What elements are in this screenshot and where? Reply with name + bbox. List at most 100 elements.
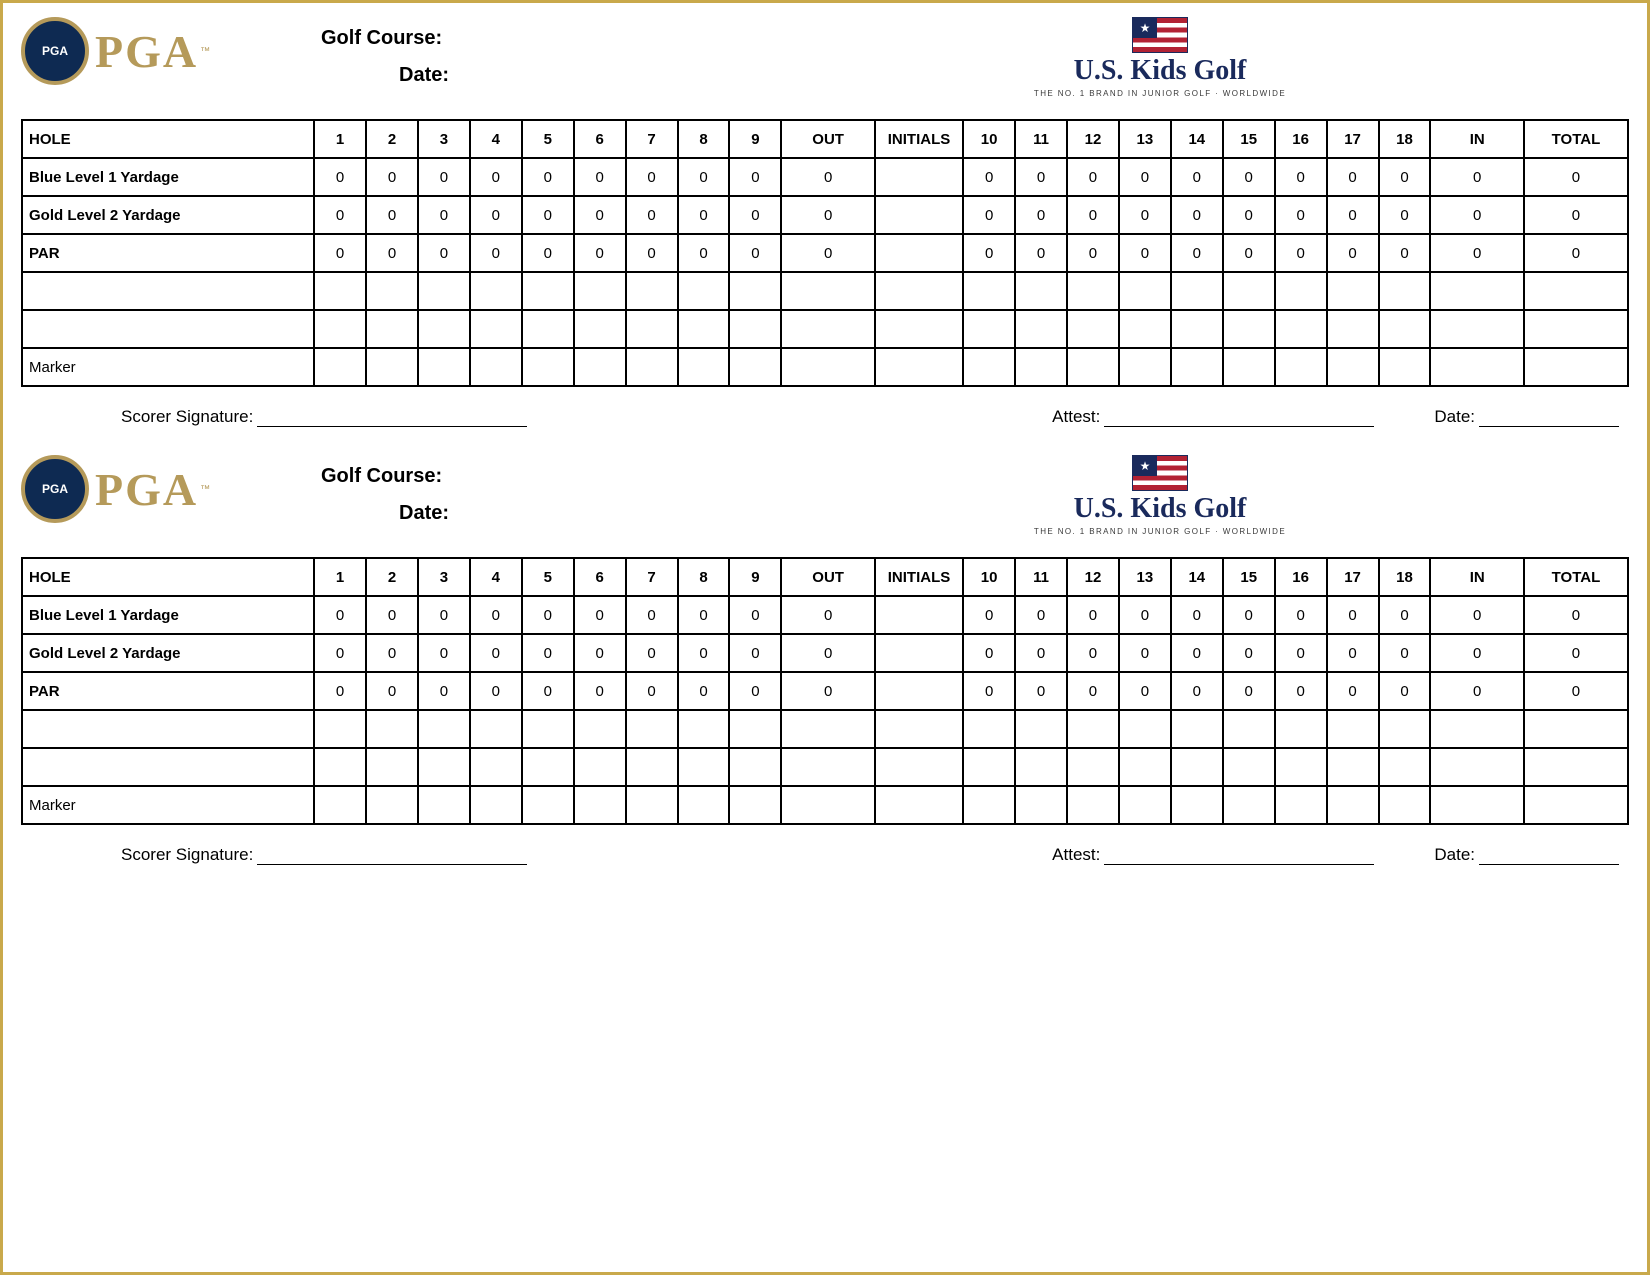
cell <box>1119 348 1171 386</box>
cell: 0 <box>1067 234 1119 272</box>
cell: 0 <box>678 634 730 672</box>
cell: 0 <box>522 158 574 196</box>
cell-in: 0 <box>1430 158 1523 196</box>
col-initials: INITIALS <box>875 120 963 158</box>
cell-in: 0 <box>1430 234 1523 272</box>
attest: Attest: <box>1052 407 1374 427</box>
cell <box>1015 786 1067 824</box>
sig-line <box>1479 847 1619 865</box>
row-marker-label: Marker <box>22 786 314 824</box>
cell: 0 <box>626 672 678 710</box>
row-blank-label <box>22 310 314 348</box>
cell-initials <box>875 634 963 672</box>
cell-out: 0 <box>781 234 874 272</box>
cell: 0 <box>1379 196 1431 234</box>
cell <box>314 786 366 824</box>
cell: 0 <box>963 596 1015 634</box>
cell-initials <box>875 672 963 710</box>
cell-out: 0 <box>781 196 874 234</box>
cell <box>314 348 366 386</box>
uskids-logo: U.S. Kids Golf THE NO. 1 BRAND IN JUNIOR… <box>691 455 1629 536</box>
cell-initials <box>875 234 963 272</box>
cell: 0 <box>729 596 781 634</box>
cell: 0 <box>729 158 781 196</box>
col-4: 4 <box>470 120 522 158</box>
row-par: PAR 000000000 0 000000000 00 <box>22 672 1628 710</box>
pga-logo: PGA PGA ™ <box>21 17 321 85</box>
cell: 0 <box>626 234 678 272</box>
cell <box>1223 348 1275 386</box>
cell <box>1015 272 1067 310</box>
cell: 0 <box>470 596 522 634</box>
cell <box>1275 272 1327 310</box>
cell <box>418 786 470 824</box>
cell: 0 <box>470 158 522 196</box>
cell <box>418 710 470 748</box>
signature-row: Scorer Signature: Attest: Date: <box>21 407 1629 427</box>
cell <box>781 348 874 386</box>
cell: 0 <box>366 196 418 234</box>
cell: 0 <box>626 158 678 196</box>
cell <box>1119 710 1171 748</box>
cell: 0 <box>1119 158 1171 196</box>
col-18: 18 <box>1379 558 1431 596</box>
row-blue: Blue Level 1 Yardage 000000000 0 0000000… <box>22 596 1628 634</box>
scorecard-1: PGA PGA ™ Golf Course: Date: U.S. Kids G… <box>21 17 1629 427</box>
sig-line <box>1479 409 1619 427</box>
cell <box>875 710 963 748</box>
cell: 0 <box>1327 158 1379 196</box>
cell <box>1379 710 1431 748</box>
cell: 0 <box>1119 672 1171 710</box>
row-gold-label: Gold Level 2 Yardage <box>22 196 314 234</box>
cell: 0 <box>1119 196 1171 234</box>
cell-total: 0 <box>1524 196 1628 234</box>
row-marker: Marker <box>22 348 1628 386</box>
cell <box>470 786 522 824</box>
cell: 0 <box>366 158 418 196</box>
cell <box>1171 748 1223 786</box>
cell: 0 <box>314 158 366 196</box>
row-par-label: PAR <box>22 672 314 710</box>
row-blank-label <box>22 710 314 748</box>
cell: 0 <box>1067 158 1119 196</box>
col-15: 15 <box>1223 558 1275 596</box>
cell: 0 <box>1275 158 1327 196</box>
col-11: 11 <box>1015 558 1067 596</box>
scorecard-header: PGA PGA ™ Golf Course: Date: U.S. Kids G… <box>21 17 1629 101</box>
sig-line <box>1104 847 1374 865</box>
cell: 0 <box>729 634 781 672</box>
date-label: Date: <box>321 502 691 525</box>
pga-tm: ™ <box>200 46 210 57</box>
cell <box>1067 272 1119 310</box>
cell-in: 0 <box>1430 672 1523 710</box>
cell <box>963 710 1015 748</box>
col-out: OUT <box>781 120 874 158</box>
cell <box>522 310 574 348</box>
scorecard-header: PGA PGA ™ Golf Course: Date: U.S. Kids G… <box>21 455 1629 539</box>
cell: 0 <box>729 234 781 272</box>
signature-row: Scorer Signature: Attest: Date: <box>21 845 1629 865</box>
col-14: 14 <box>1171 558 1223 596</box>
cell <box>875 786 963 824</box>
cell: 0 <box>470 196 522 234</box>
cell <box>1379 786 1431 824</box>
cell: 0 <box>1067 672 1119 710</box>
row-marker: Marker <box>22 786 1628 824</box>
pga-wordmark: PGA <box>95 25 198 78</box>
cell: 0 <box>574 596 626 634</box>
cell <box>1015 348 1067 386</box>
cell: 0 <box>314 596 366 634</box>
cell <box>1015 710 1067 748</box>
uskids-logo: U.S. Kids Golf THE NO. 1 BRAND IN JUNIOR… <box>691 17 1629 98</box>
cell: 0 <box>574 158 626 196</box>
col-total: TOTAL <box>1524 120 1628 158</box>
cell <box>729 272 781 310</box>
scorecard-2: PGA PGA ™ Golf Course: Date: U.S. Kids G… <box>21 455 1629 865</box>
cell <box>470 748 522 786</box>
cell: 0 <box>678 158 730 196</box>
cell: 0 <box>1067 596 1119 634</box>
cell: 0 <box>522 196 574 234</box>
cell: 0 <box>1275 234 1327 272</box>
cell <box>1430 786 1523 824</box>
col-out: OUT <box>781 558 874 596</box>
